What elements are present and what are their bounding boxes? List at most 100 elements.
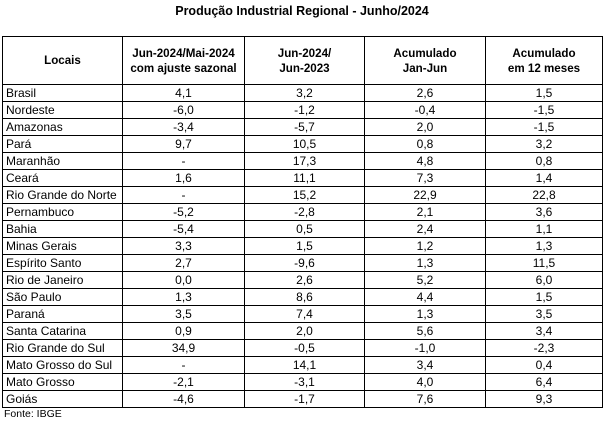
production-table: Locais Jun-2024/Mai-2024 com ajuste sazon… (2, 36, 603, 408)
value-cell: 2,0 (364, 118, 486, 136)
column-header-yoy: Jun-2024/Jun-2023 (244, 36, 365, 85)
value-cell: 3,5 (485, 305, 603, 323)
value-cell: 0,9 (122, 322, 245, 340)
value-cell: 15,2 (244, 186, 365, 204)
value-cell: 9,7 (122, 135, 245, 153)
location-cell: Nordeste (2, 101, 123, 119)
value-cell: -1,2 (244, 101, 365, 119)
value-cell: 34,9 (122, 339, 245, 357)
value-cell: 1,5 (485, 84, 603, 102)
value-cell: -9,6 (244, 254, 365, 272)
table-title: Produção Industrial Regional - Junho/202… (175, 4, 429, 18)
value-cell: -1,5 (485, 118, 603, 136)
value-cell: 4,0 (364, 373, 486, 391)
value-cell: 1,1 (485, 220, 603, 238)
location-cell: São Paulo (2, 288, 123, 306)
value-cell: 1,3 (364, 254, 486, 272)
column-header-locais: Locais (2, 36, 123, 85)
value-cell: 3,6 (485, 203, 603, 221)
value-cell: 5,2 (364, 271, 486, 289)
value-cell: 0,0 (122, 271, 245, 289)
value-cell: 1,2 (364, 237, 486, 255)
location-cell: Amazonas (2, 118, 123, 136)
table-row: Mato Grosso -2,1 -3,1 4,0 6,4 (2, 373, 603, 391)
location-cell: Goiás (2, 390, 123, 408)
value-cell: -3,4 (122, 118, 245, 136)
value-cell: 6,4 (485, 373, 603, 391)
location-cell: Mato Grosso do Sul (2, 356, 123, 374)
value-cell: 11,5 (485, 254, 603, 272)
value-cell: -1,7 (244, 390, 365, 408)
value-cell: -0,5 (244, 339, 365, 357)
value-cell: 3,3 (122, 237, 245, 255)
value-cell: 4,4 (364, 288, 486, 306)
location-cell: Espírito Santo (2, 254, 123, 272)
table-row: Rio Grande do Norte -15,2 22,9 22,8 (2, 186, 603, 204)
location-cell: Ceará (2, 169, 123, 187)
location-cell: Mato Grosso (2, 373, 123, 391)
location-cell: Bahia (2, 220, 123, 238)
value-cell: 0,8 (485, 152, 603, 170)
location-cell: Brasil (2, 84, 123, 102)
location-cell: Rio de Janeiro (2, 271, 123, 289)
value-cell: -3,1 (244, 373, 365, 391)
table-row: São Paulo 1,3 8,6 4,4 1,5 (2, 288, 603, 306)
value-cell: 0,4 (485, 356, 603, 374)
value-cell: 1,3 (122, 288, 245, 306)
value-cell: 1,3 (364, 305, 486, 323)
column-header-12-months: Acumulado em 12 meses (485, 36, 603, 85)
location-cell: Pernambuco (2, 203, 123, 221)
value-cell: 5,6 (364, 322, 486, 340)
value-cell: 7,3 (364, 169, 486, 187)
value-cell: 2,0 (244, 322, 365, 340)
value-cell: 1,6 (122, 169, 245, 187)
value-cell: - (122, 356, 245, 374)
value-cell: -6,0 (122, 101, 245, 119)
value-cell: 22,8 (485, 186, 603, 204)
table-row: Nordeste -6,0 -1,2 -0,4 -1,5 (2, 101, 603, 119)
location-cell: Paraná (2, 305, 123, 323)
table-row: Rio Grande do Sul 34,9 -0,5 -1,0 -2,3 (2, 339, 603, 357)
value-cell: 0,8 (364, 135, 486, 153)
location-cell: Rio Grande do Norte (2, 186, 123, 204)
value-cell: 3,5 (122, 305, 245, 323)
value-cell: - (122, 152, 245, 170)
value-cell: 11,1 (244, 169, 365, 187)
value-cell: 3,2 (244, 84, 365, 102)
header-row: Locais Jun-2024/Mai-2024 com ajuste sazon… (2, 36, 603, 85)
location-cell: Pará (2, 135, 123, 153)
table-row: Brasil 4,1 3,2 2,6 1,5 (2, 84, 603, 102)
value-cell: 22,9 (364, 186, 486, 204)
value-cell: -2,3 (485, 339, 603, 357)
value-cell: 4,1 (122, 84, 245, 102)
value-cell: -5,4 (122, 220, 245, 238)
value-cell: 3,4 (485, 322, 603, 340)
table-body: Brasil 4,1 3,2 2,6 1,5 Nordeste -6,0 -1,2 -0,4 -1… (2, 84, 603, 408)
value-cell: 9,3 (485, 390, 603, 408)
location-cell: Santa Catarina (2, 322, 123, 340)
column-header-ytd: Acumulado Jan-Jun (364, 36, 486, 85)
table-row: Pará 9,7 10,5 0,8 3,2 (2, 135, 603, 153)
value-cell: 2,4 (364, 220, 486, 238)
value-cell: 10,5 (244, 135, 365, 153)
table-row: Pernambuco -5,2 -2,8 2,1 3,6 (2, 203, 603, 221)
value-cell: -1,5 (485, 101, 603, 119)
value-cell: 2,6 (364, 84, 486, 102)
table-row: Santa Catarina 0,9 2,0 5,6 3,4 (2, 322, 603, 340)
source-note: Fonte: IBGE (4, 408, 62, 420)
value-cell: 1,5 (244, 237, 365, 255)
table-row: Ceará 1,6 11,1 7,3 1,4 (2, 169, 603, 187)
value-cell: -5,2 (122, 203, 245, 221)
value-cell: 3,4 (364, 356, 486, 374)
value-cell: - (122, 186, 245, 204)
value-cell: -5,7 (244, 118, 365, 136)
value-cell: 2,7 (122, 254, 245, 272)
value-cell: 0,5 (244, 220, 365, 238)
value-cell: -2,1 (122, 373, 245, 391)
column-header-mom-seasonal: Jun-2024/Mai-2024 com ajuste sazonal (122, 36, 245, 85)
value-cell: 1,5 (485, 288, 603, 306)
value-cell: -1,0 (364, 339, 486, 357)
value-cell: 1,4 (485, 169, 603, 187)
table-row: Rio de Janeiro 0,0 2,6 5,2 6,0 (2, 271, 603, 289)
value-cell: 7,4 (244, 305, 365, 323)
